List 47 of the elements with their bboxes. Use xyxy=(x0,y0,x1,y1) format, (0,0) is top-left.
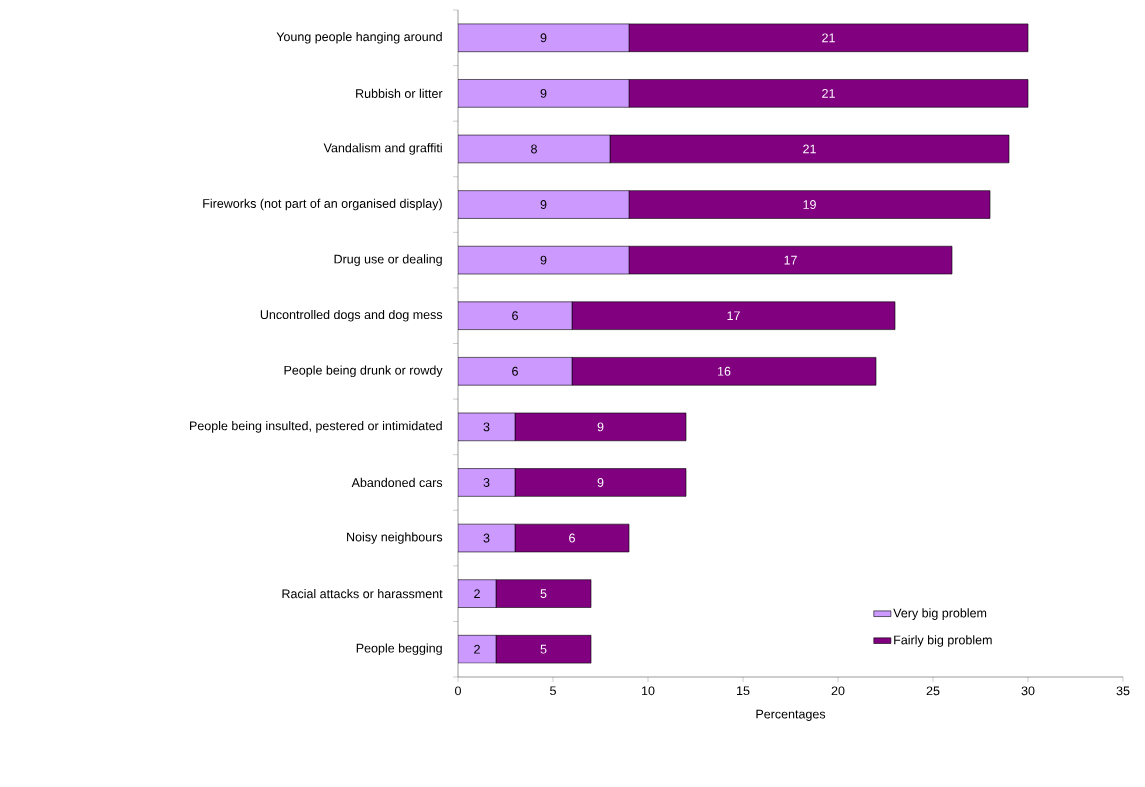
y-tick-label: Racial attacks or harassment xyxy=(282,589,443,599)
data-label: 9 xyxy=(597,422,604,432)
y-tick-label: Vandalism and graffiti xyxy=(323,143,442,155)
data-label: 9 xyxy=(540,200,547,209)
y-tick-label: People being drunk or rowdy xyxy=(284,365,443,378)
data-label: 19 xyxy=(803,200,816,209)
y-tick-label: Young people hanging around xyxy=(276,31,442,44)
x-tick-label: 20 xyxy=(831,686,845,696)
data-label: 2 xyxy=(474,644,480,654)
data-label: 21 xyxy=(822,89,835,98)
data-label: 5 xyxy=(540,644,547,654)
data-label: 2 xyxy=(474,589,480,598)
x-axis-title: Percentages xyxy=(756,709,826,721)
data-label: 16 xyxy=(718,366,731,376)
x-tick-label: 15 xyxy=(737,686,750,696)
x-tick-label: 30 xyxy=(1021,686,1035,696)
data-label: 5 xyxy=(540,589,547,598)
data-label: 9 xyxy=(540,33,547,43)
y-tick-label: People begging xyxy=(356,643,442,656)
y-tick-label: Abandoned cars xyxy=(351,477,443,488)
data-label: 8 xyxy=(531,144,537,154)
y-tick-label: Fireworks (not part of an organised display) xyxy=(203,198,442,211)
y-tick-label: Rubbish or litter xyxy=(356,88,443,98)
data-label: 9 xyxy=(540,255,547,265)
data-label: 21 xyxy=(803,144,816,154)
x-tick-label: 35 xyxy=(1116,686,1130,696)
data-label: 3 xyxy=(483,533,490,543)
data-label: 3 xyxy=(483,478,490,487)
x-tick-label: 10 xyxy=(642,686,655,696)
data-label: 6 xyxy=(512,311,518,321)
data-label: 3 xyxy=(483,422,490,432)
legend-label: Very big problem xyxy=(893,608,987,620)
data-label: 9 xyxy=(597,478,604,487)
x-tick-label: 5 xyxy=(550,686,556,696)
data-label: 17 xyxy=(784,255,797,265)
x-tick-label: 0 xyxy=(455,686,461,696)
data-label: 9 xyxy=(540,88,547,98)
data-label: 17 xyxy=(727,311,740,320)
data-label: 6 xyxy=(569,533,575,543)
y-tick-label: People being insulted, pestered or intimidated xyxy=(190,421,442,433)
y-tick-label: Noisy neighbours xyxy=(347,532,443,544)
x-tick-label: 25 xyxy=(926,686,940,696)
data-label: 6 xyxy=(512,366,518,376)
y-tick-label: Uncontrolled dogs and dog mess xyxy=(260,309,443,322)
data-label: 21 xyxy=(822,33,835,43)
y-tick-label: Drug use or dealing xyxy=(334,254,442,266)
legend-label: Fairly big problem xyxy=(894,635,992,647)
